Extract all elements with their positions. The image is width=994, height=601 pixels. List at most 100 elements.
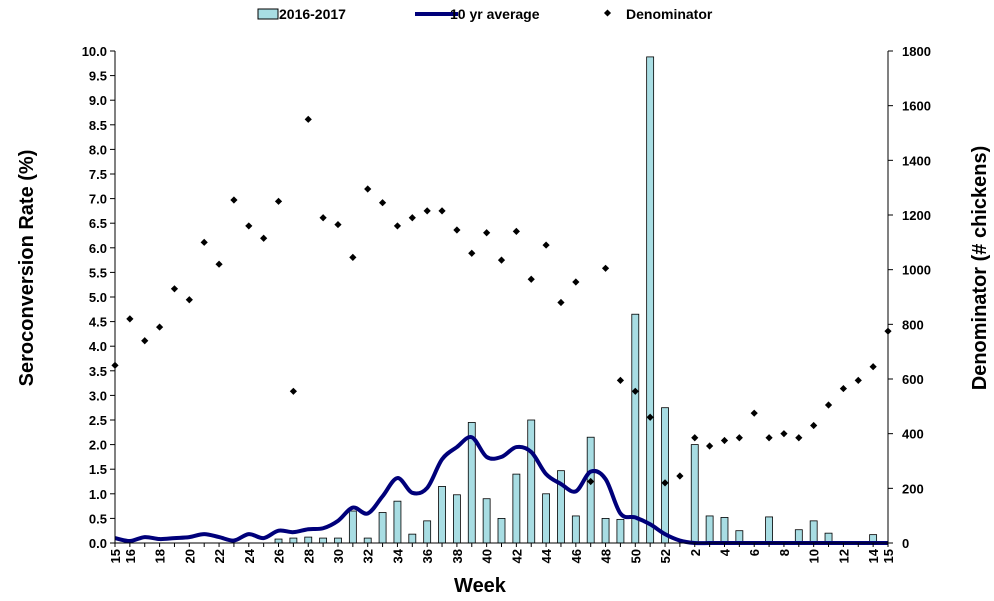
denominator-point-51 xyxy=(869,363,877,371)
left-tick-label: 1.0 xyxy=(89,487,107,502)
bar-week-29 xyxy=(542,493,550,544)
x-tick-label: 28 xyxy=(301,549,316,563)
denominator-point-1 xyxy=(126,315,134,323)
x-tick-label: 14 xyxy=(866,548,881,563)
right-tick-label: 1600 xyxy=(902,99,931,114)
denominator-point-4 xyxy=(170,285,179,293)
left-tick-label: 6.0 xyxy=(89,241,107,256)
denominator-point-9 xyxy=(245,222,253,230)
denominator-point-8 xyxy=(230,196,238,204)
legend-swatch-marker xyxy=(603,9,612,17)
left-tick-label: 3.5 xyxy=(89,364,107,379)
left-tick-label: 0.0 xyxy=(89,536,107,551)
right-tick-label: 200 xyxy=(902,481,924,496)
bar-week-15 xyxy=(334,537,342,544)
x-tick-label: 46 xyxy=(569,549,584,563)
bar-week-16 xyxy=(348,510,357,544)
x-tick-label: 4 xyxy=(717,548,732,556)
denominator-point-22 xyxy=(438,207,446,215)
denominator-point-7 xyxy=(215,260,223,268)
denominator-point-10 xyxy=(260,234,268,242)
bar-week-27 xyxy=(512,473,521,544)
right-tick-label: 1400 xyxy=(902,153,931,168)
x-tick-label: 15 xyxy=(108,549,123,563)
denominator-point-21 xyxy=(423,207,431,215)
denominator-point-48 xyxy=(824,401,833,409)
x-tick-label: 34 xyxy=(390,548,405,563)
bar-week-20 xyxy=(408,533,417,544)
bar-week-13 xyxy=(304,536,313,544)
legend-label-scatter: Denominator xyxy=(626,6,713,22)
left-tick-label: 4.0 xyxy=(89,339,107,354)
denominator-point-12 xyxy=(289,387,297,395)
x-tick-label: 44 xyxy=(539,548,554,563)
x-tick-label: 15 xyxy=(881,549,896,563)
denominator-point-25 xyxy=(483,229,491,237)
left-tick-label: 5.5 xyxy=(89,265,107,280)
x-tick-label: 20 xyxy=(182,549,197,563)
x-tick-label: 26 xyxy=(272,549,287,563)
right-tick-label: 600 xyxy=(902,372,924,387)
right-axis-ticks: 0 200 400 600 800 1000 1200 1400 1600 1800 xyxy=(888,44,931,551)
left-tick-label: 8.0 xyxy=(89,142,107,157)
denominator-point-43 xyxy=(750,409,758,417)
x-axis-ticks: 15 16 18 20 22 24 26 28 30 32 34 36 38 40 42 44 46 48 50 52… xyxy=(108,543,896,563)
legend-label-bar: 2016-2017 xyxy=(279,6,346,22)
left-tick-label: 2.0 xyxy=(89,438,107,453)
bar-week-28 xyxy=(527,419,536,544)
left-tick-label: 0.5 xyxy=(89,511,107,526)
denominator-point-32 xyxy=(587,477,595,486)
denominator-point-24 xyxy=(468,249,476,257)
x-tick-label: 18 xyxy=(153,549,168,563)
right-tick-label: 800 xyxy=(902,317,924,332)
axes: 0.0 0.5 1.0 1.5 2.0 2.5 3.0 3.5 4.0 4.5 5.0 5.5 6.0 6… xyxy=(82,44,931,563)
bar-week-37 xyxy=(661,407,669,544)
left-tick-label: 9.5 xyxy=(89,69,107,84)
x-tick-label: 52 xyxy=(658,549,673,563)
denominator-point-20 xyxy=(408,214,416,222)
denominator-point-41 xyxy=(720,436,729,445)
x-tick-label: 30 xyxy=(331,549,346,563)
x-tick-label: 6 xyxy=(747,549,762,556)
denominator-point-2 xyxy=(141,337,149,345)
denominator-point-49 xyxy=(839,384,848,393)
left-tick-label: 10.0 xyxy=(82,44,107,59)
x-tick-label: 12 xyxy=(836,549,851,563)
x-tick-label: 40 xyxy=(480,549,495,563)
denominator-point-11 xyxy=(274,197,283,205)
x-tick-label: 32 xyxy=(361,549,376,563)
bar-week-32 xyxy=(586,436,595,544)
bar-week-21 xyxy=(423,520,432,544)
bar-week-11 xyxy=(274,538,283,544)
bar-series xyxy=(274,56,878,544)
bar-week-44 xyxy=(765,516,773,544)
denominator-point-37 xyxy=(661,479,669,487)
denominator-point-26 xyxy=(497,256,506,264)
bar-week-22 xyxy=(438,486,446,544)
x-tick-label: 36 xyxy=(420,549,435,563)
bar-week-19 xyxy=(393,500,402,544)
denominator-point-50 xyxy=(854,376,862,384)
denominator-point-40 xyxy=(706,442,714,450)
left-tick-label: 8.5 xyxy=(89,118,107,133)
denominator-point-27 xyxy=(512,227,520,235)
bar-week-35 xyxy=(631,313,640,544)
right-tick-label: 400 xyxy=(902,427,924,442)
x-tick-label: 22 xyxy=(212,549,227,563)
bar-week-26 xyxy=(497,518,506,544)
denominator-point-31 xyxy=(572,278,580,286)
y2-axis-title: Denominator (# chickens) xyxy=(969,146,991,391)
x-tick-label: 50 xyxy=(628,549,643,563)
x-tick-label: 48 xyxy=(599,549,614,563)
denominator-point-42 xyxy=(735,434,743,442)
x-tick-label: 8 xyxy=(777,549,792,556)
bar-week-18 xyxy=(378,512,387,544)
denominator-point-16 xyxy=(349,253,357,261)
denominator-point-46 xyxy=(795,434,803,442)
denominator-point-47 xyxy=(810,421,818,430)
right-tick-label: 1000 xyxy=(902,263,931,278)
bar-week-34 xyxy=(616,518,625,544)
bar-week-14 xyxy=(319,537,328,544)
right-tick-label: 0 xyxy=(902,536,909,551)
